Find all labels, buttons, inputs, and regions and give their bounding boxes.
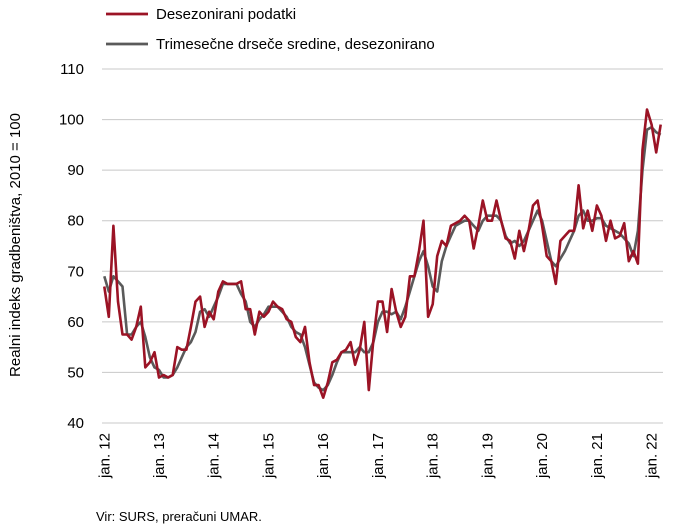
source-note: Vir: SURS, preračuni UMAR. bbox=[96, 509, 262, 524]
y-tick-label: 50 bbox=[67, 364, 84, 381]
y-tick-label: 90 bbox=[67, 162, 84, 179]
x-tick-label: jan. 13 bbox=[151, 433, 168, 479]
y-tick-label: 100 bbox=[59, 112, 84, 129]
y-axis-label: Realni indeks gradbeništva, 2010 = 100 bbox=[7, 113, 24, 377]
y-tick-label: 60 bbox=[67, 314, 84, 331]
x-tick-label: jan. 15 bbox=[260, 433, 277, 479]
x-tick-label: jan. 22 bbox=[644, 433, 661, 479]
x-tick-label: jan. 17 bbox=[370, 433, 387, 479]
y-tick-label: 70 bbox=[67, 263, 84, 280]
legend-label-seasonally-adjusted: Desezonirani podatki bbox=[156, 6, 296, 23]
gridlines bbox=[102, 68, 663, 424]
y-tick-label: 80 bbox=[67, 213, 84, 230]
x-axis-ticks: jan. 12 jan. 13 jan. 14 jan. 15 jan. 16 jan. … bbox=[96, 433, 660, 479]
series-line-moving-average bbox=[103, 125, 662, 392]
x-tick-label: jan. 18 bbox=[425, 433, 442, 479]
x-tick-label: jan. 20 bbox=[534, 433, 551, 479]
legend: Desezonirani podatki Trimesečne drseče s… bbox=[106, 6, 435, 53]
legend-label-moving-average: Trimesečne drseče sredine, desezonirano bbox=[156, 36, 435, 53]
x-tick-label: jan. 19 bbox=[479, 433, 496, 479]
x-tick-label: jan. 16 bbox=[315, 433, 332, 479]
y-tick-label: 40 bbox=[67, 415, 84, 432]
y-tick-label: 110 bbox=[60, 61, 84, 78]
y-axis-ticks: 40 50 60 70 80 90 100 110 bbox=[59, 61, 84, 432]
series-lines bbox=[103, 108, 662, 400]
x-tick-label: jan. 21 bbox=[589, 433, 606, 479]
x-tick-label: jan. 14 bbox=[206, 433, 223, 479]
series-line-seasonally-adjusted bbox=[103, 108, 662, 400]
x-tick-label: jan. 12 bbox=[96, 433, 113, 479]
